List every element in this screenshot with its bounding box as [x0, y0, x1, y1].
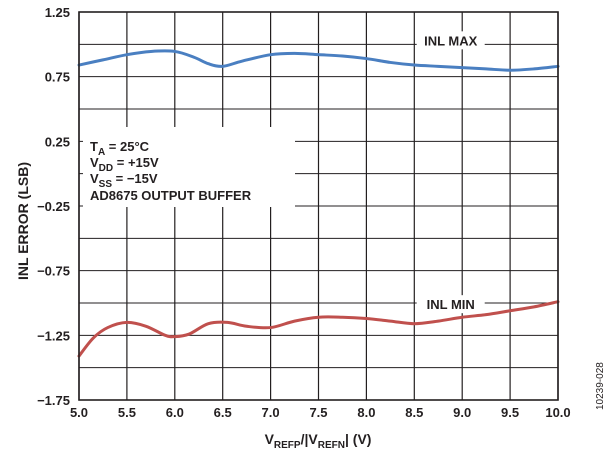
annotation-background — [83, 127, 295, 207]
series-label-bg — [416, 295, 485, 314]
y-tick-label: −0.25 — [37, 199, 70, 214]
y-tick-label: 1.25 — [45, 5, 70, 20]
x-tick-label: 9.0 — [453, 405, 471, 420]
y-tick-label: 0.25 — [45, 134, 70, 149]
x-tick-label: 9.5 — [501, 405, 519, 420]
annotation-temperature: TA = 25°C — [90, 139, 150, 158]
y-tick-label: 0.75 — [45, 70, 70, 85]
x-tick-label: 10.0 — [545, 405, 570, 420]
y-tick-labels: 1.25 0.75 0.25 −0.25 −0.75 −1.25 −1.75 — [37, 5, 70, 408]
annotation-device: AD8675 OUTPUT BUFFER — [90, 188, 252, 203]
series-label-bg — [416, 31, 485, 50]
x-tick-label: 7.5 — [309, 405, 327, 420]
x-tick-label: 6.0 — [166, 405, 184, 420]
y-tick-label: −0.75 — [37, 264, 70, 279]
y-tick-label: −1.25 — [37, 328, 70, 343]
x-tick-label: 8.0 — [357, 405, 375, 420]
x-tick-label: 6.5 — [214, 405, 232, 420]
figure-code: 10239-028 — [595, 362, 606, 410]
series-line-inl-max — [77, 49, 560, 72]
plot-frame — [78, 11, 559, 401]
series-line-inl-min — [77, 300, 560, 358]
annotation-vdd: VDD = +15V — [90, 155, 159, 174]
series-label-inl-min: INL MIN — [427, 297, 475, 312]
x-tick-label: 7.0 — [262, 405, 280, 420]
y-tick-label: −1.75 — [37, 393, 70, 408]
annotation-vss: VSS = −15V — [90, 171, 158, 190]
series-group — [77, 49, 560, 358]
x-tick-label: 5.5 — [118, 405, 136, 420]
x-tick-label: 5.0 — [70, 405, 88, 420]
y-axis-label: INL ERROR (LSB) — [15, 162, 31, 280]
series-labels: INL MAX INL MIN — [416, 31, 485, 314]
x-axis-label: VREFP/|VREFN| (V) — [265, 431, 372, 451]
x-tick-label: 8.5 — [405, 405, 423, 420]
series-label-inl-max: INL MAX — [424, 33, 478, 48]
x-tick-labels: 5.0 5.5 6.0 6.5 7.0 7.5 8.0 8.5 9.0 9.5 10.0 — [70, 405, 571, 420]
